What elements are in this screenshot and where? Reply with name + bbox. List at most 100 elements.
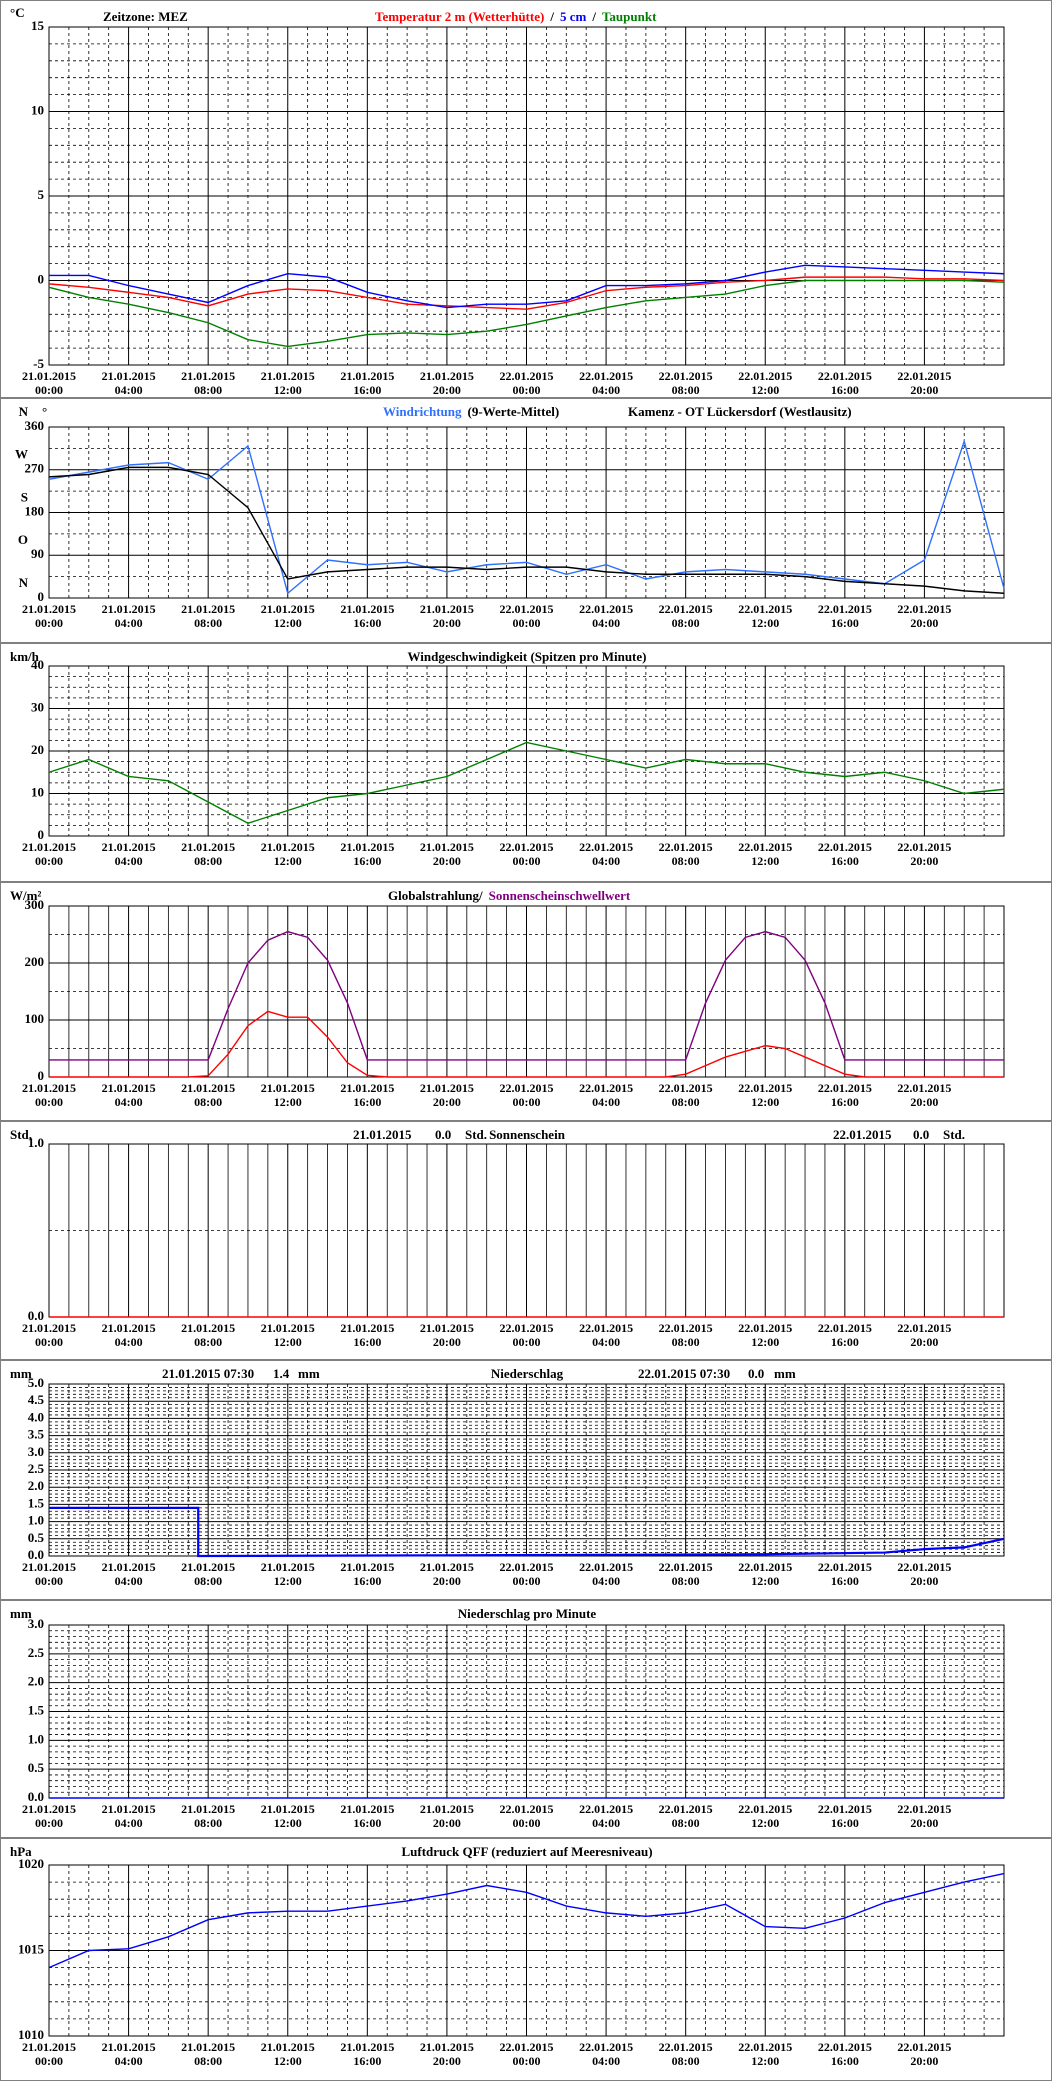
legend-entry: Taupunkt [602,9,657,24]
y-tick-label: 1.5 [28,1702,45,1717]
x-tick-label: 22.01.2015 20:00 [897,1081,952,1109]
y-tick-label: 40 [31,657,44,672]
y-axis-unit: Std. [10,1127,32,1142]
x-tick-label: 22.01.2015 00:00 [499,1321,554,1349]
x-tick-label: 21.01.2015 04:00 [101,2040,156,2068]
y-tick-label: 180 [25,503,45,518]
x-tick-label: 22.01.2015 00:00 [499,1560,554,1588]
y-tick-label: 0.0 [28,1547,44,1562]
x-tick-label: 22.01.2015 08:00 [658,1081,713,1109]
x-tick-label: 22.01.2015 08:00 [658,369,713,397]
series-line [48,276,1005,310]
y-tick-label: -5 [33,356,44,371]
x-tick-label: 21.01.2015 16:00 [340,840,395,868]
annotation: Std. [943,1127,965,1142]
series-line [49,930,1004,1061]
annotation: 0.0 [435,1127,451,1142]
x-tick-label: 21.01.2015 20:00 [419,369,474,397]
annotation: 0.0 [913,1127,929,1142]
y-axis-unit: mm [10,1606,32,1621]
annotation: 21.01.2015 07:30 [162,1366,254,1381]
y-axis-unit: hPa [10,1844,32,1859]
y-tick-label: 1.5 [28,1495,45,1510]
x-tick-label: 22.01.2015 04:00 [579,1560,634,1588]
y-tick-label: 270 [25,461,45,476]
chart-title: Niederschlag pro Minute [458,1606,597,1621]
legend-separator: / [549,9,554,24]
x-tick-label: 21.01.2015 12:00 [260,1081,315,1109]
x-tick-label: 21.01.2015 12:00 [260,1321,315,1349]
x-tick-label: 22.01.2015 04:00 [579,2040,634,2068]
x-tick-label: 22.01.2015 08:00 [658,602,713,630]
y-axis-unit: W/m² [10,888,41,903]
x-tick-label: 21.01.2015 20:00 [419,1560,474,1588]
annotation: 22.01.2015 [833,1127,892,1142]
x-tick-label: 22.01.2015 16:00 [817,1802,872,1830]
y-tick-label: 3.0 [28,1616,44,1631]
chart-title: Niederschlag [491,1366,564,1381]
legend-entry: Globalstrahlung [388,888,480,903]
x-tick-label: 21.01.2015 12:00 [260,369,315,397]
legend-entry: (9-Werte-Mittel) [468,404,560,419]
x-tick-label: 22.01.2015 20:00 [897,1560,952,1588]
timezone: Zeitzone: MEZ [103,9,188,24]
x-tick-label: 21.01.2015 16:00 [340,369,395,397]
x-tick-label: 22.01.2015 00:00 [499,602,554,630]
chart-title: Luftdruck QFF (reduziert auf Meeresnivea… [401,1844,652,1859]
y-tick-label: 1010 [18,2027,44,2042]
series-line [48,741,1005,825]
y-tick-label: 1.0 [28,1513,44,1528]
x-tick-label: 21.01.2015 16:00 [340,1560,395,1588]
y-tick-label: 10 [31,784,44,799]
x-tick-label: 22.01.2015 08:00 [658,1321,713,1349]
legend: Windrichtung (9-Werte-Mittel) [383,404,559,419]
plot-border [48,26,1005,366]
x-tick-label: 21.01.2015 12:00 [260,1802,315,1830]
y-tick-label: 90 [31,546,44,561]
y-tick-label: 15 [31,18,45,33]
annotation: 22.01.2015 07:30 [638,1366,730,1381]
y-tick-label: 0 [38,827,45,842]
x-tick-label: 22.01.2015 20:00 [897,2040,952,2068]
series-line [49,1506,1005,1558]
x-tick-label: 22.01.2015 00:00 [499,369,554,397]
x-tick-label: 21.01.2015 08:00 [181,602,236,630]
y-tick-label: 3.0 [28,1444,44,1459]
chart-title: Windgeschwindigkeit (Spitzen pro Minute) [408,649,647,664]
series-line [48,1872,1005,1969]
legend-entry: 5 cm [560,9,587,24]
y-tick-label: 0.5 [28,1760,45,1775]
y-tick-label: 0 [38,271,45,286]
x-tick-label: 22.01.2015 00:00 [499,2040,554,2068]
x-tick-label: 22.01.2015 04:00 [579,1321,634,1349]
y-axis-unit: °C [10,5,25,20]
x-tick-label: 22.01.2015 00:00 [499,840,554,868]
x-tick-label: 21.01.2015 00:00 [22,1321,76,1349]
compass-label: O [18,532,28,547]
x-tick-label: 22.01.2015 00:00 [499,1802,554,1830]
y-tick-label: 2.0 [28,1674,44,1689]
x-tick-label: 21.01.2015 20:00 [419,2040,474,2068]
y-tick-label: 0.0 [28,1789,44,1804]
y-tick-label: 1020 [18,1856,44,1871]
y-tick-label: 2.0 [28,1478,44,1493]
x-tick-label: 22.01.2015 12:00 [738,840,793,868]
x-tick-label: 22.01.2015 04:00 [579,369,634,397]
y-tick-label: 1.0 [28,1731,44,1746]
x-tick-label: 22.01.2015 16:00 [817,840,872,868]
y-tick-label: 200 [25,954,45,969]
x-tick-label: 22.01.2015 20:00 [897,369,952,397]
legend-separator: / [591,9,596,24]
y-tick-label: 0 [38,589,45,604]
x-tick-label: 21.01.2015 04:00 [101,1081,156,1109]
y-axis-unit: mm [10,1366,32,1381]
x-tick-label: 22.01.2015 12:00 [738,2040,793,2068]
x-tick-label: 21.01.2015 20:00 [419,602,474,630]
x-tick-label: 22.01.2015 08:00 [658,1560,713,1588]
x-tick-label: 21.01.2015 16:00 [340,602,395,630]
x-tick-label: 22.01.2015 04:00 [579,840,634,868]
compass-label: N [19,404,29,419]
y-tick-label: 30 [31,699,44,714]
y-tick-label: 5 [38,187,45,202]
